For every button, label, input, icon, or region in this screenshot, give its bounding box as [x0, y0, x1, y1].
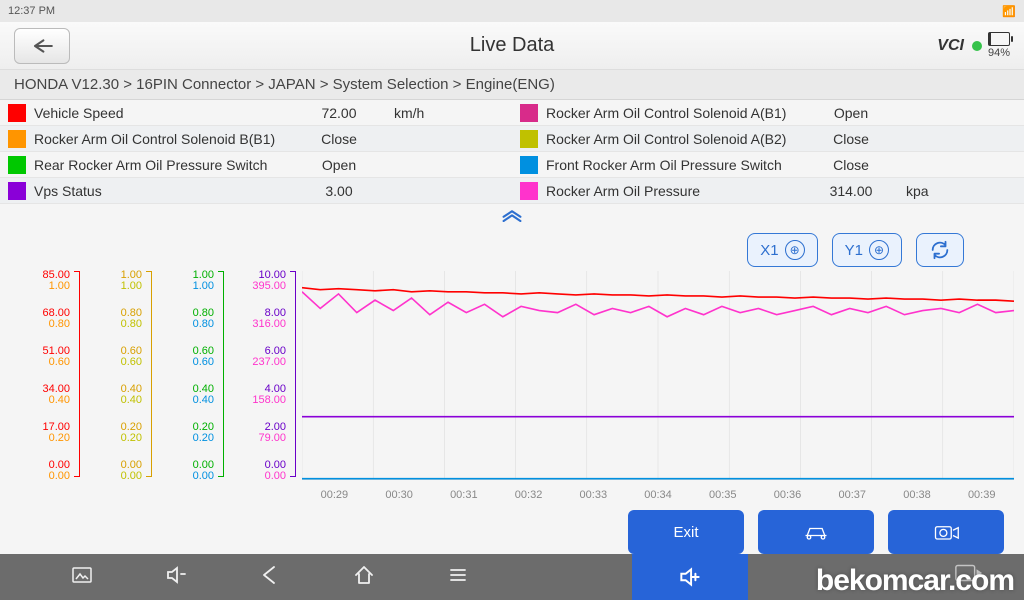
- param-value: Open: [806, 105, 896, 121]
- param-color-swatch: [8, 182, 26, 200]
- chart-plot: 00:2900:3000:3100:3200:3300:3400:3500:36…: [302, 271, 1014, 501]
- y-axis-scale: 1.001.000.800.800.600.600.400.400.200.20…: [82, 271, 154, 501]
- param-unit: kpa: [896, 183, 1006, 199]
- nav-recent-icon[interactable]: [446, 563, 470, 592]
- y-zoom-label: Y1: [845, 242, 863, 259]
- vci-status-dot: [972, 41, 982, 51]
- x-tick-label: 00:29: [302, 489, 367, 501]
- screenshot-icon[interactable]: [70, 563, 94, 592]
- data-row: Rocker Arm Oil Control Solenoid B(B1)Clo…: [0, 126, 1024, 152]
- param-name: Rocker Arm Oil Pressure: [546, 183, 806, 199]
- x-tick-label: 00:33: [561, 489, 626, 501]
- android-status-bar: 12:37 PM 📶: [0, 0, 1024, 22]
- status-time: 12:37 PM: [8, 5, 55, 17]
- param-color-swatch: [520, 182, 538, 200]
- param-color-swatch: [8, 130, 26, 148]
- record-icon: [932, 521, 960, 543]
- param-name: Rocker Arm Oil Control Solenoid B(B1): [34, 131, 294, 147]
- param-value: 72.00: [294, 105, 384, 121]
- action-button-2[interactable]: [758, 510, 874, 554]
- chart-controls: X1 ⊕ Y1 ⊕: [0, 229, 1024, 271]
- param-color-swatch: [520, 156, 538, 174]
- param-color-swatch: [8, 104, 26, 122]
- zoom-x-icon: ⊕: [785, 240, 805, 260]
- nav-home-icon[interactable]: [352, 563, 376, 592]
- action-button-3[interactable]: [888, 510, 1004, 554]
- zoom-y-icon: ⊕: [869, 240, 889, 260]
- chart-area: 85.001.0068.000.8051.000.6034.000.4017.0…: [0, 271, 1024, 501]
- y-axis-scale: 1.001.000.800.800.600.600.400.400.200.20…: [154, 271, 226, 501]
- live-data-table: Vehicle Speed72.00km/h Rocker Arm Oil Con…: [0, 100, 1024, 204]
- x-tick-label: 00:38: [885, 489, 950, 501]
- param-name: Rocker Arm Oil Control Solenoid A(B2): [546, 131, 806, 147]
- page-title: Live Data: [0, 34, 1024, 57]
- param-value: Close: [806, 131, 896, 147]
- volume-up-button[interactable]: [632, 554, 748, 600]
- x-tick-label: 00:34: [626, 489, 691, 501]
- watermark: bekomcar.com: [816, 564, 1014, 598]
- nav-back-icon[interactable]: [258, 563, 282, 592]
- battery-percent: 94%: [988, 47, 1010, 59]
- param-name: Rocker Arm Oil Control Solenoid A(B1): [546, 105, 806, 121]
- x-tick-label: 00:36: [755, 489, 820, 501]
- param-name: Vps Status: [34, 183, 294, 199]
- param-value: Close: [294, 131, 384, 147]
- param-value: 3.00: [294, 183, 384, 199]
- back-icon: [28, 36, 56, 56]
- param-color-swatch: [520, 104, 538, 122]
- param-color-swatch: [520, 130, 538, 148]
- vci-label: VCI: [937, 37, 964, 55]
- x-tick-label: 00:37: [820, 489, 885, 501]
- y-axis-scale: 85.001.0068.000.8051.000.6034.000.4017.0…: [10, 271, 82, 501]
- breadcrumb: HONDA V12.30 > 16PIN Connector > JAPAN >…: [0, 70, 1024, 100]
- param-value: 314.00: [806, 183, 896, 199]
- x-axis-labels: 00:2900:3000:3100:3200:3300:3400:3500:36…: [302, 489, 1014, 501]
- refresh-icon: [929, 239, 951, 261]
- x-zoom-label: X1: [760, 242, 778, 259]
- wifi-icon: 📶: [1002, 5, 1016, 18]
- x-tick-label: 00:32: [496, 489, 561, 501]
- param-name: Rear Rocker Arm Oil Pressure Switch: [34, 157, 294, 173]
- x-zoom-button[interactable]: X1 ⊕: [747, 233, 817, 267]
- param-color-swatch: [8, 156, 26, 174]
- param-unit: km/h: [384, 105, 494, 121]
- volume-down-icon[interactable]: [164, 563, 188, 592]
- android-nav-bar: bekomcar.com: [0, 554, 1024, 600]
- param-name: Vehicle Speed: [34, 105, 294, 121]
- y-axis-scale: 10.00395.008.00316.006.00237.004.00158.0…: [226, 271, 298, 501]
- data-row: Rear Rocker Arm Oil Pressure SwitchOpen F…: [0, 152, 1024, 178]
- x-tick-label: 00:39: [949, 489, 1014, 501]
- app-header: Live Data VCI 94%: [0, 22, 1024, 70]
- x-tick-label: 00:30: [367, 489, 432, 501]
- data-row: Vps Status3.00 Rocker Arm Oil Pressure314…: [0, 178, 1024, 204]
- param-value: Open: [294, 157, 384, 173]
- param-name: Front Rocker Arm Oil Pressure Switch: [546, 157, 806, 173]
- y-zoom-button[interactable]: Y1 ⊕: [832, 233, 902, 267]
- exit-button[interactable]: Exit: [628, 510, 744, 554]
- bottom-action-bar: Exit: [0, 508, 1024, 556]
- param-value: Close: [806, 157, 896, 173]
- data-row: Vehicle Speed72.00km/h Rocker Arm Oil Con…: [0, 100, 1024, 126]
- battery-icon: [988, 32, 1010, 46]
- refresh-button[interactable]: [916, 233, 964, 267]
- collapse-toggle[interactable]: [0, 204, 1024, 229]
- x-tick-label: 00:31: [431, 489, 496, 501]
- x-tick-label: 00:35: [690, 489, 755, 501]
- car-icon: [802, 521, 830, 543]
- back-button[interactable]: [14, 28, 70, 64]
